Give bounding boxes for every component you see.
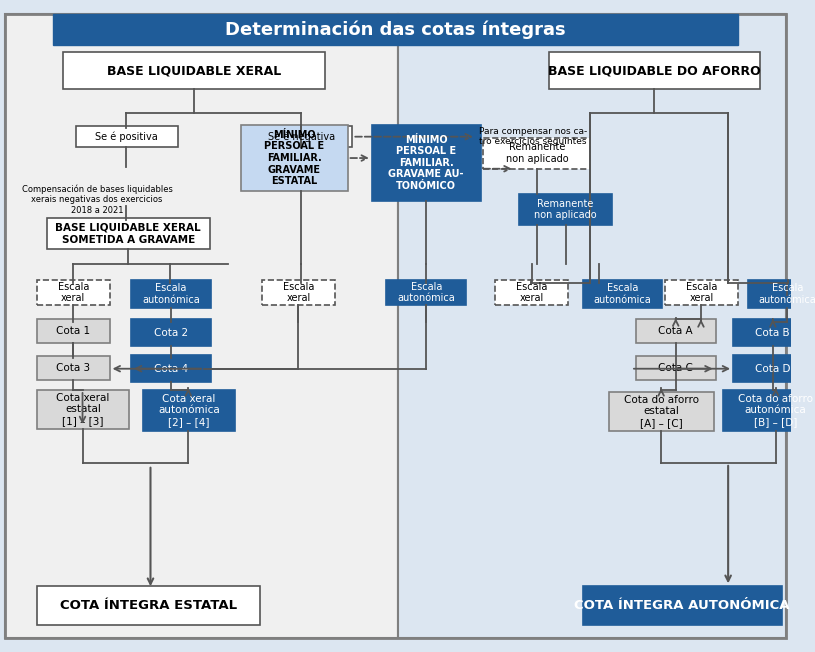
Text: Cota 3: Cota 3 [56,363,90,373]
Text: Escala
xeral: Escala xeral [516,282,547,303]
Text: Cota xeral
estatal
[1] – [3]: Cota xeral estatal [1] – [3] [56,393,110,426]
Text: BASE LIQUIDABLE XERAL: BASE LIQUIDABLE XERAL [107,64,281,77]
FancyBboxPatch shape [5,14,398,638]
Text: Escala
xeral: Escala xeral [283,282,315,303]
FancyBboxPatch shape [37,390,129,429]
FancyBboxPatch shape [548,52,760,89]
Text: Para compensar nos ca-
tro exercicios seguintes: Para compensar nos ca- tro exercicios se… [478,127,587,147]
FancyBboxPatch shape [54,14,738,46]
FancyBboxPatch shape [63,52,325,89]
FancyBboxPatch shape [519,194,611,225]
Text: Escala
autonómica: Escala autonómica [398,282,455,303]
FancyBboxPatch shape [496,280,568,304]
Text: COTA ÍNTEGRA ESTATAL: COTA ÍNTEGRA ESTATAL [60,599,237,612]
Text: Se é negativa: Se é negativa [268,132,335,142]
FancyBboxPatch shape [46,218,209,249]
FancyBboxPatch shape [386,280,466,304]
Text: Escala
autonómica: Escala autonómica [759,283,815,304]
Text: Escala
xeral: Escala xeral [685,282,717,303]
FancyBboxPatch shape [240,125,347,191]
FancyBboxPatch shape [37,319,110,344]
Text: Cota B: Cota B [756,328,790,338]
Text: Determinación das cotas íntegras: Determinación das cotas íntegras [225,21,566,39]
Text: Se é positiva: Se é positiva [95,132,158,142]
FancyBboxPatch shape [636,356,716,380]
FancyBboxPatch shape [37,280,110,304]
FancyBboxPatch shape [131,280,210,308]
FancyBboxPatch shape [131,319,210,346]
FancyBboxPatch shape [398,14,786,638]
Text: BASE LIQUIDABLE XERAL
SOMETIDA A GRAVAME: BASE LIQUIDABLE XERAL SOMETIDA A GRAVAME [55,223,201,244]
FancyBboxPatch shape [636,319,716,344]
Text: MÍNIMO
PERSOAL E
FAMILIAR.
GRAVAME AU-
TONÓMICO: MÍNIMO PERSOAL E FAMILIAR. GRAVAME AU- T… [389,135,464,191]
FancyBboxPatch shape [143,390,235,431]
Text: Cota xeral
autonómica
[2] – [4]: Cota xeral autonómica [2] – [4] [158,394,220,427]
Text: MÍNIMO
PERSOAL E
FAMILIAR.
GRAVAME
ESTATAL: MÍNIMO PERSOAL E FAMILIAR. GRAVAME ESTAT… [264,130,324,186]
Text: BASE LIQUIDABLE DO AFORRO: BASE LIQUIDABLE DO AFORRO [548,64,760,77]
FancyBboxPatch shape [723,390,815,431]
FancyBboxPatch shape [733,355,813,382]
FancyBboxPatch shape [733,319,813,346]
FancyBboxPatch shape [483,138,590,169]
FancyBboxPatch shape [583,586,782,625]
FancyBboxPatch shape [37,586,260,625]
Text: Cota 1: Cota 1 [56,327,90,336]
FancyBboxPatch shape [262,280,335,304]
Text: Cota do aforro
estatal
[A] – [C]: Cota do aforro estatal [A] – [C] [623,395,698,428]
Text: Escala
xeral: Escala xeral [58,282,89,303]
FancyBboxPatch shape [372,125,481,201]
Text: Cota 4: Cota 4 [154,364,188,374]
FancyBboxPatch shape [76,126,178,147]
FancyBboxPatch shape [131,355,210,382]
Text: Cota A: Cota A [659,327,693,336]
FancyBboxPatch shape [250,126,352,147]
Text: COTA ÍNTEGRA AUTONÓMICA: COTA ÍNTEGRA AUTONÓMICA [575,599,790,612]
Text: Cota C: Cota C [659,363,693,373]
Text: Escala
autonómica: Escala autonómica [593,283,651,304]
FancyBboxPatch shape [665,280,738,304]
Text: Cota D: Cota D [755,364,791,374]
Text: Cota do aforro
autonómica
[B] – [D]: Cota do aforro autonómica [B] – [D] [738,394,813,427]
Text: Remanente
non aplicado: Remanente non aplicado [505,142,568,164]
FancyBboxPatch shape [37,356,110,380]
Text: Escala
autonómica: Escala autonómica [142,283,200,304]
FancyBboxPatch shape [747,280,815,308]
Text: Cota 2: Cota 2 [154,328,188,338]
Text: Compensación de bases liquidables
xerais negativas dos exercicios
2018 a 2021: Compensación de bases liquidables xerais… [22,185,173,215]
FancyBboxPatch shape [583,280,662,308]
FancyBboxPatch shape [609,392,714,431]
Text: Remanente
non aplicado: Remanente non aplicado [534,199,597,220]
